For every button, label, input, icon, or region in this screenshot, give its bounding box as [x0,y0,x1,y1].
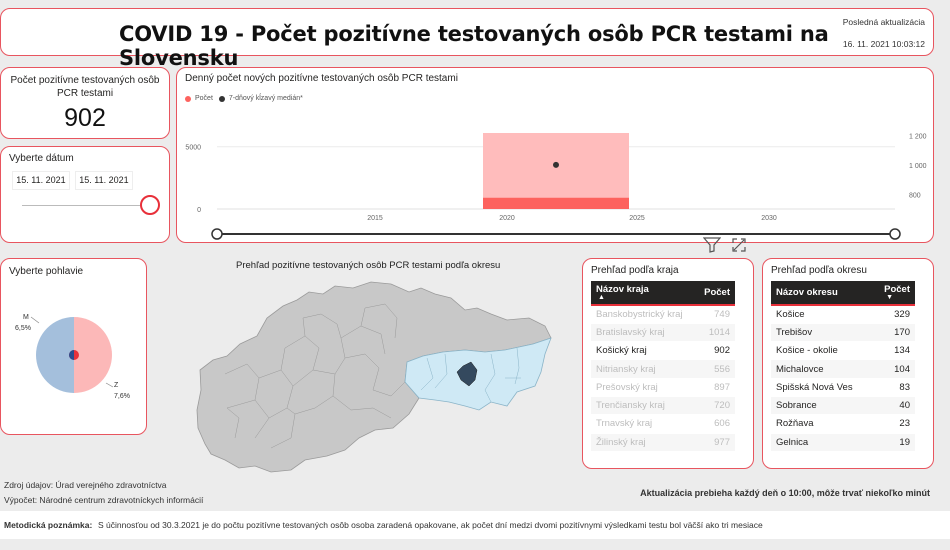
date-slider-handle[interactable] [140,195,160,215]
calc-text: Výpočet: Národné centrum zdravotníckych … [4,495,204,505]
table-row[interactable]: Trebišov 170 [771,323,915,343]
table-row[interactable]: Trnavský kraj 606 [591,414,735,434]
legend-count-marker [185,95,191,102]
okres-header-name[interactable]: Názov okresu [771,281,880,306]
chart-legend: Počet 7-dňový kĺzavý medián* [185,95,303,102]
map-district-borders [224,303,406,449]
kraj-header-name[interactable]: Názov kraja ▲ [591,281,700,306]
table-row[interactable]: Rožňava 23 [771,414,915,434]
date-filter-card: Vyberte dátum 15. 11. 2021 15. 11. 2021 [0,146,170,243]
bar-count [483,197,629,209]
pie-value-m: 6,5% [15,325,31,332]
range-slider-handle-start[interactable] [211,228,223,240]
x-tick-label: 2020 [499,215,515,222]
page-title: COVID 19 - Počet pozitívne testovaných o… [119,22,829,70]
date-from-input[interactable]: 15. 11. 2021 [12,171,70,190]
last-update-label: Posledná aktualizácia [842,17,925,27]
pie-slice-z[interactable] [74,317,112,393]
median-point [553,161,559,168]
table-row[interactable]: Košice - okolie 134 [771,341,915,361]
sort-down-icon: ▼ [886,294,894,301]
x-tick-label: 2015 [367,215,383,222]
y-right-tick-label: 1 000 [909,163,927,170]
title-card: COVID 19 - Počet pozitívne testovaných o… [0,8,934,70]
x-tick-label: 2025 [629,215,645,222]
chart-title: Denný počet nových pozitívne testovaných… [185,73,458,84]
date-to-input[interactable]: 15. 11. 2021 [75,171,133,190]
daily-chart-card: Denný počet nových pozitívne testovaných… [176,67,934,243]
table-row[interactable]: Nitriansky kraj 556 [591,359,735,379]
pie-slice-m[interactable] [36,317,74,393]
kpi-label: Počet pozitívne testovaných osôb PCR tes… [10,75,160,99]
district-map [196,281,552,473]
update-note: Aktualizácia prebieha každý deň o 10:00,… [640,488,930,498]
table-row[interactable]: Spišská Nová Ves 83 [771,378,915,397]
pie-center-marker-m [69,350,74,360]
methodology-label: Metodická poznámka: [4,520,93,530]
x-tick-label: 2030 [761,215,777,222]
pie-label-z: Z [114,382,119,389]
y-left-tick-label: 5000 [185,145,201,152]
table-row[interactable]: Bratislavský kraj 1014 [591,323,735,343]
table-row[interactable]: Gelnica 19 [771,433,915,452]
methodology-note: Metodická poznámka: S účinnosťou od 30.3… [0,511,950,539]
date-filter-label: Vyberte dátum [9,153,74,164]
last-update-value: 16. 11. 2021 10:03:12 [842,39,925,49]
table-row[interactable]: Michalovce 104 [771,359,915,379]
y-left-tick-label: 0 [197,207,201,214]
okres-header-count[interactable]: Počet ▼ [879,281,915,306]
methodology-text: S účinnosťou od 30.3.2021 je do počtu po… [98,520,763,530]
kraj-table-title: Prehľad podľa kraja [591,265,679,276]
legend-median-marker [218,95,225,102]
kraj-table-card: Prehľad podľa kraja Názov kraja ▲ Počet B… [582,258,754,469]
kraj-header-count[interactable]: Počet [699,281,735,306]
okres-table: Názov okresu Počet ▼ Košice 329 Trebišov 17… [771,281,915,452]
table-row[interactable]: Prešovský kraj 897 [591,378,735,397]
gender-label: Vyberte pohlavie [9,266,84,277]
focus-mode-icon[interactable] [731,237,747,258]
map-kosicky-kraj[interactable] [404,337,552,411]
map-kosice-district[interactable] [456,361,478,387]
pie-label-m: M [23,314,29,321]
visual-toolbar [702,237,747,258]
y-right-tick-label: 800 [909,192,921,199]
kraj-table: Názov kraja ▲ Počet Banskobystrický kraj 7… [591,281,735,452]
table-row[interactable]: Sobrance 40 [771,396,915,416]
kpi-value: 902 [64,104,106,132]
filter-icon[interactable] [702,237,722,258]
map-kosice-district-borders [420,347,521,403]
y-right-tick-label: 1 200 [909,133,927,140]
gender-card: Vyberte pohlavie M 6,5% Z 7,6% [0,258,147,435]
table-row[interactable]: Žilinský kraj 977 [591,433,735,452]
daily-chart-svg: 0 5000 800 1 000 1 200 2015 2020 2025 2030 [185,133,927,240]
gender-pie-chart: M 6,5% Z 7,6% [15,314,130,400]
table-row[interactable]: Košice 329 [771,305,915,324]
table-row[interactable]: Trenčiansky kraj 720 [591,396,735,416]
pie-value-z: 7,6% [114,393,130,400]
pie-leader-m [30,316,40,324]
legend-median-label: 7-dňový kĺzavý medián* [228,95,303,102]
okres-table-card: Prehľad podľa okresu Názov okresu Počet ▼… [762,258,934,469]
source-text: Zdroj údajov: Úrad verejného zdravotníct… [4,480,167,490]
table-row[interactable]: Banskobystrický kraj 749 [591,305,735,324]
kpi-card: Počet pozitívne testovaných osôb PCR tes… [0,67,170,139]
okres-table-title: Prehľad podľa okresu [771,265,867,276]
table-row[interactable]: Košický kraj 902 [591,341,735,361]
sort-up-icon: ▲ [598,294,605,301]
map-title: Prehľad pozitívne testovaných osôb PCR t… [236,260,501,271]
range-slider-handle-end[interactable] [889,228,901,240]
selection-highlight [483,133,629,209]
date-slider-track[interactable] [22,205,144,206]
pie-leader-z [105,382,114,388]
legend-count-label: Počet [195,95,213,102]
